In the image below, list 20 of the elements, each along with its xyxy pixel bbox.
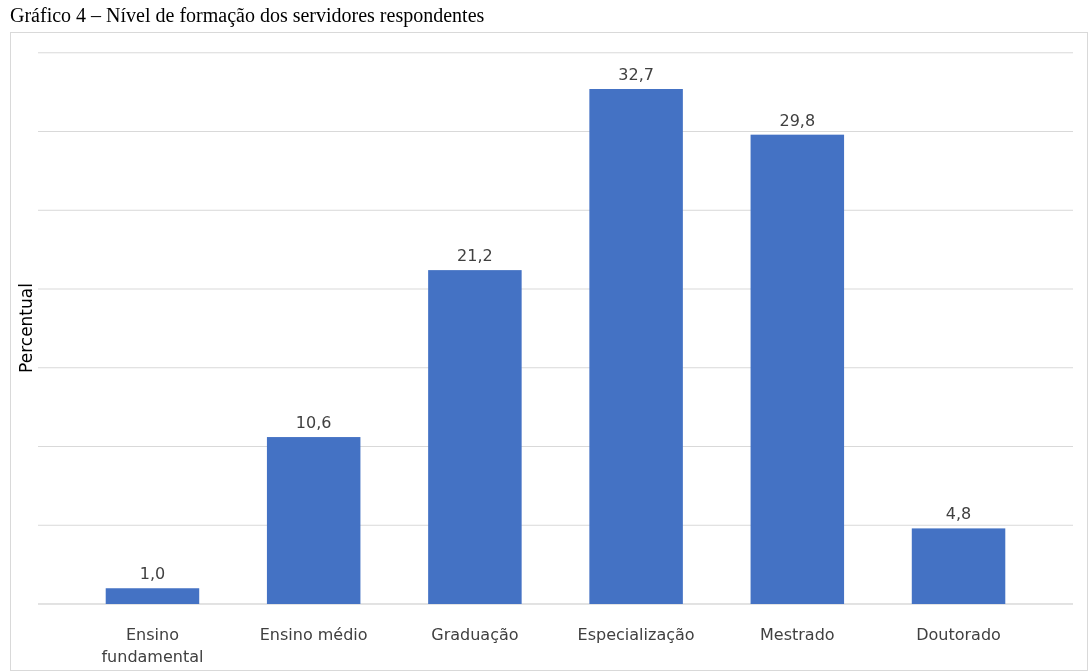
bar xyxy=(266,437,361,604)
y-axis-title: Percentual xyxy=(16,283,36,373)
bar xyxy=(750,134,845,604)
data-label: 29,8 xyxy=(779,110,816,130)
x-tick-label: Ensino médio xyxy=(259,625,368,644)
x-tick-label: Graduação xyxy=(431,625,519,644)
x-tick-label: Ensino fundamental xyxy=(101,625,204,666)
bar xyxy=(589,89,683,604)
data-label: 1,0 xyxy=(139,564,166,584)
x-tick-label: Doutorado xyxy=(916,625,1001,644)
bar xyxy=(911,528,1006,604)
data-label: 4,8 xyxy=(945,504,972,524)
data-label: 32,7 xyxy=(618,65,654,84)
chart-title: Gráfico 4 – Nível de formação dos servidores respondentes xyxy=(10,4,485,27)
data-label: 21,2 xyxy=(457,246,493,266)
data-label: 10,6 xyxy=(295,413,332,433)
x-tick-label: Mestrado xyxy=(760,625,835,644)
x-tick-label: Especialização xyxy=(577,625,695,644)
bar xyxy=(428,270,522,604)
bar xyxy=(105,588,200,604)
